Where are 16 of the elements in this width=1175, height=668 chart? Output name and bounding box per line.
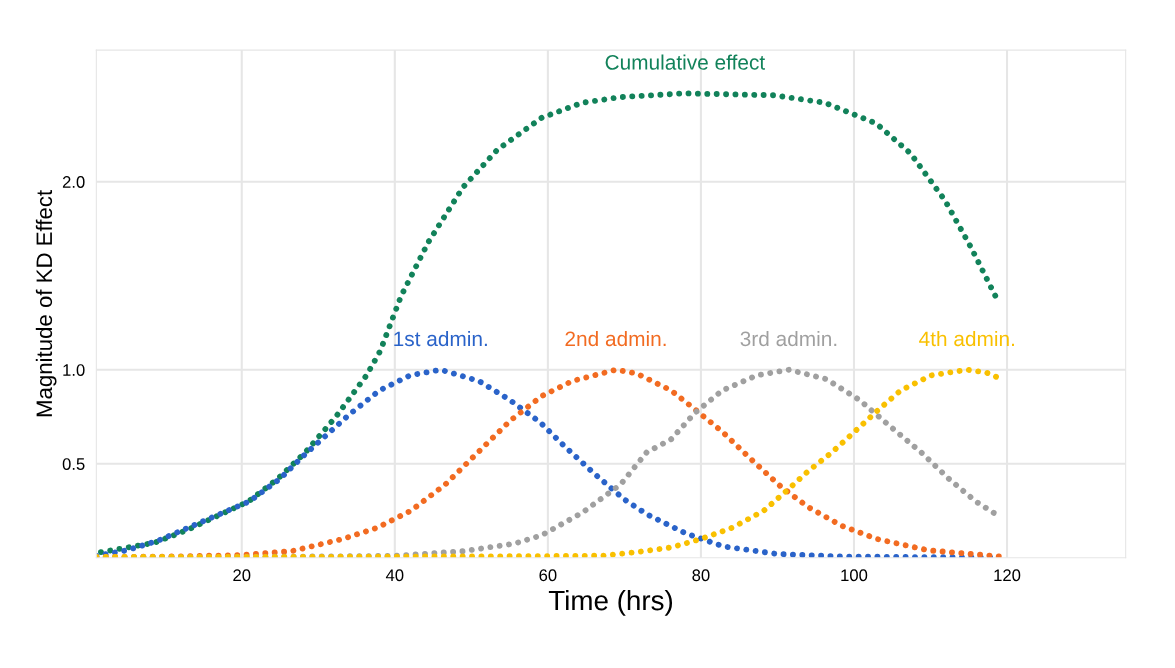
series-label: 1st admin. xyxy=(394,330,487,347)
series-label: 4th admin. xyxy=(919,330,1014,347)
y-tick-label: 0.5 xyxy=(62,458,85,470)
x-tick-label: 40 xyxy=(385,569,404,582)
y-axis-title: Magnitude of KD Effect xyxy=(35,190,57,417)
x-axis-title: Time (hrs) xyxy=(548,589,673,616)
y-tick-label: 2.0 xyxy=(62,176,85,188)
x-tick-label: 120 xyxy=(994,569,1021,582)
x-tick-label: 100 xyxy=(841,569,868,582)
series-label: 3rd admin. xyxy=(740,330,837,347)
series-label: Cumulative effect xyxy=(605,54,765,70)
y-tick-label: 1.0 xyxy=(63,364,85,376)
x-tick-label: 20 xyxy=(233,569,251,582)
series-label: 2nd admin. xyxy=(565,330,666,347)
x-tick-label: 60 xyxy=(539,569,557,582)
x-tick-label: 80 xyxy=(692,569,710,582)
